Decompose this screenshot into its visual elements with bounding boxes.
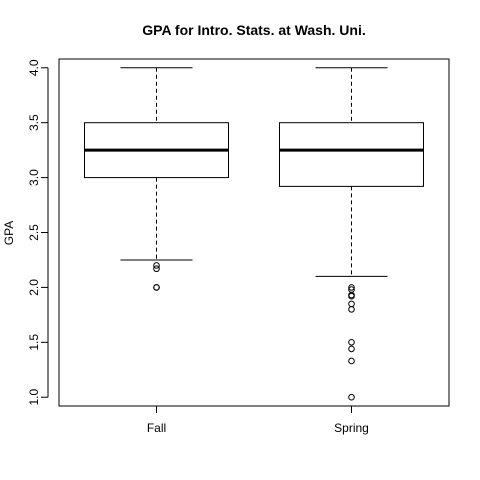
- outlier-point: [348, 284, 355, 291]
- x-tick-label: Fall: [147, 421, 166, 435]
- y-tick-label: 4.0: [27, 59, 41, 76]
- boxes-group: [84, 67, 424, 401]
- iqr-box: [279, 122, 424, 187]
- y-axis-label: GPA: [2, 221, 16, 245]
- outlier-point: [348, 306, 355, 313]
- outlier-point: [348, 357, 355, 365]
- x-tick-label: Spring: [334, 421, 369, 435]
- y-tick-label: 2.0: [27, 279, 41, 296]
- box-fall: [84, 67, 229, 291]
- x-axis: Fall Spring: [147, 405, 369, 435]
- box-spring: [279, 67, 424, 401]
- y-tick-label: 3.0: [27, 169, 41, 186]
- y-tick-label: 2.5: [27, 224, 41, 241]
- outlier-point: [153, 284, 160, 291]
- outlier-point: [153, 265, 160, 273]
- y-tick-label: 1.5: [27, 334, 41, 351]
- plot-frame: [58, 58, 450, 407]
- chart-title: GPA for Intro. Stats. at Wash. Uni.: [142, 22, 366, 38]
- outlier-point: [348, 393, 355, 401]
- outlier-point: [348, 292, 355, 300]
- y-axis: 1.0 1.5 2.0 2.5 3.0 3.5 4.0: [27, 59, 49, 406]
- y-tick-label: 1.0: [27, 389, 41, 406]
- outlier-point: [348, 300, 355, 308]
- y-tick-label: 3.5: [27, 114, 41, 131]
- outlier-point: [348, 345, 355, 353]
- outlier-point: [348, 339, 355, 346]
- outlier-point: [153, 262, 160, 269]
